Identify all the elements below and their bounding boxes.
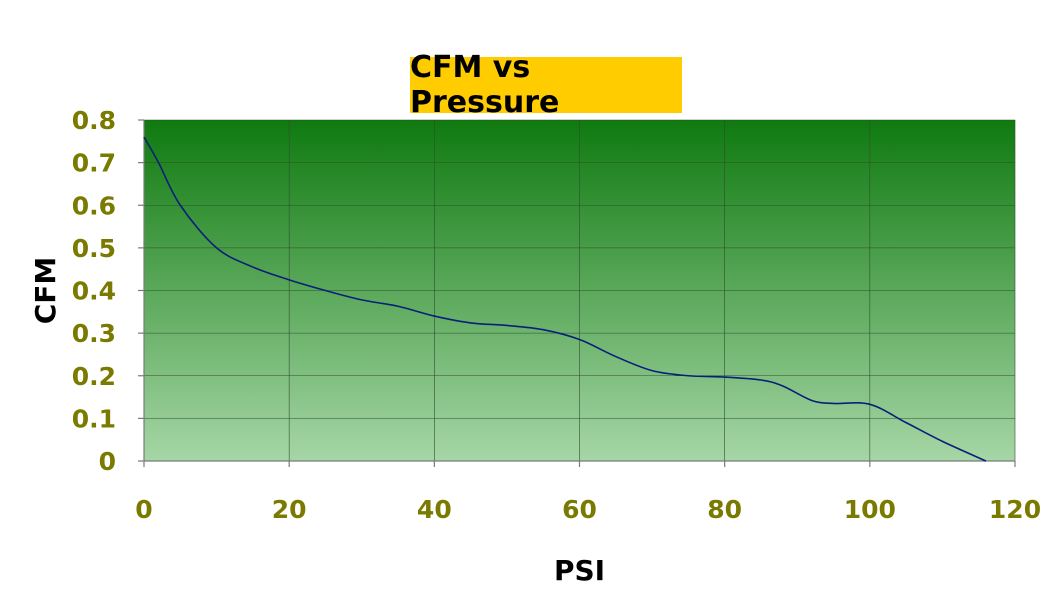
y-tick-label: 0 [99,447,116,476]
y-tick-label: 0.6 [72,191,116,220]
x-tick-label: 80 [707,495,742,524]
y-tick-label: 0.5 [72,234,116,263]
y-tick-labels: 0 0.1 0.2 0.3 0.4 0.5 0.6 0.7 0.8 [72,106,116,476]
x-tick-label: 120 [989,495,1041,524]
x-tick-label: 0 [135,495,152,524]
x-tick-labels: 0 20 40 60 80 100 120 [135,495,1041,524]
series-line [143,136,987,462]
x-axis-title: PSI [554,554,605,587]
y-tick-label: 0.3 [72,319,116,348]
x-tick-label: 100 [844,495,896,524]
y-tick-label: 0.4 [72,277,116,306]
y-tick-label: 0.8 [72,106,116,135]
axis-lines [138,119,1016,467]
y-tick-label: 0.2 [72,362,116,391]
x-tick-label: 20 [272,495,307,524]
x-tick-label: 60 [562,495,597,524]
y-axis-title: CFM [29,257,62,325]
y-tick-label: 0.1 [72,404,116,433]
y-tick-label: 0.7 [72,149,116,178]
x-tick-label: 40 [417,495,452,524]
